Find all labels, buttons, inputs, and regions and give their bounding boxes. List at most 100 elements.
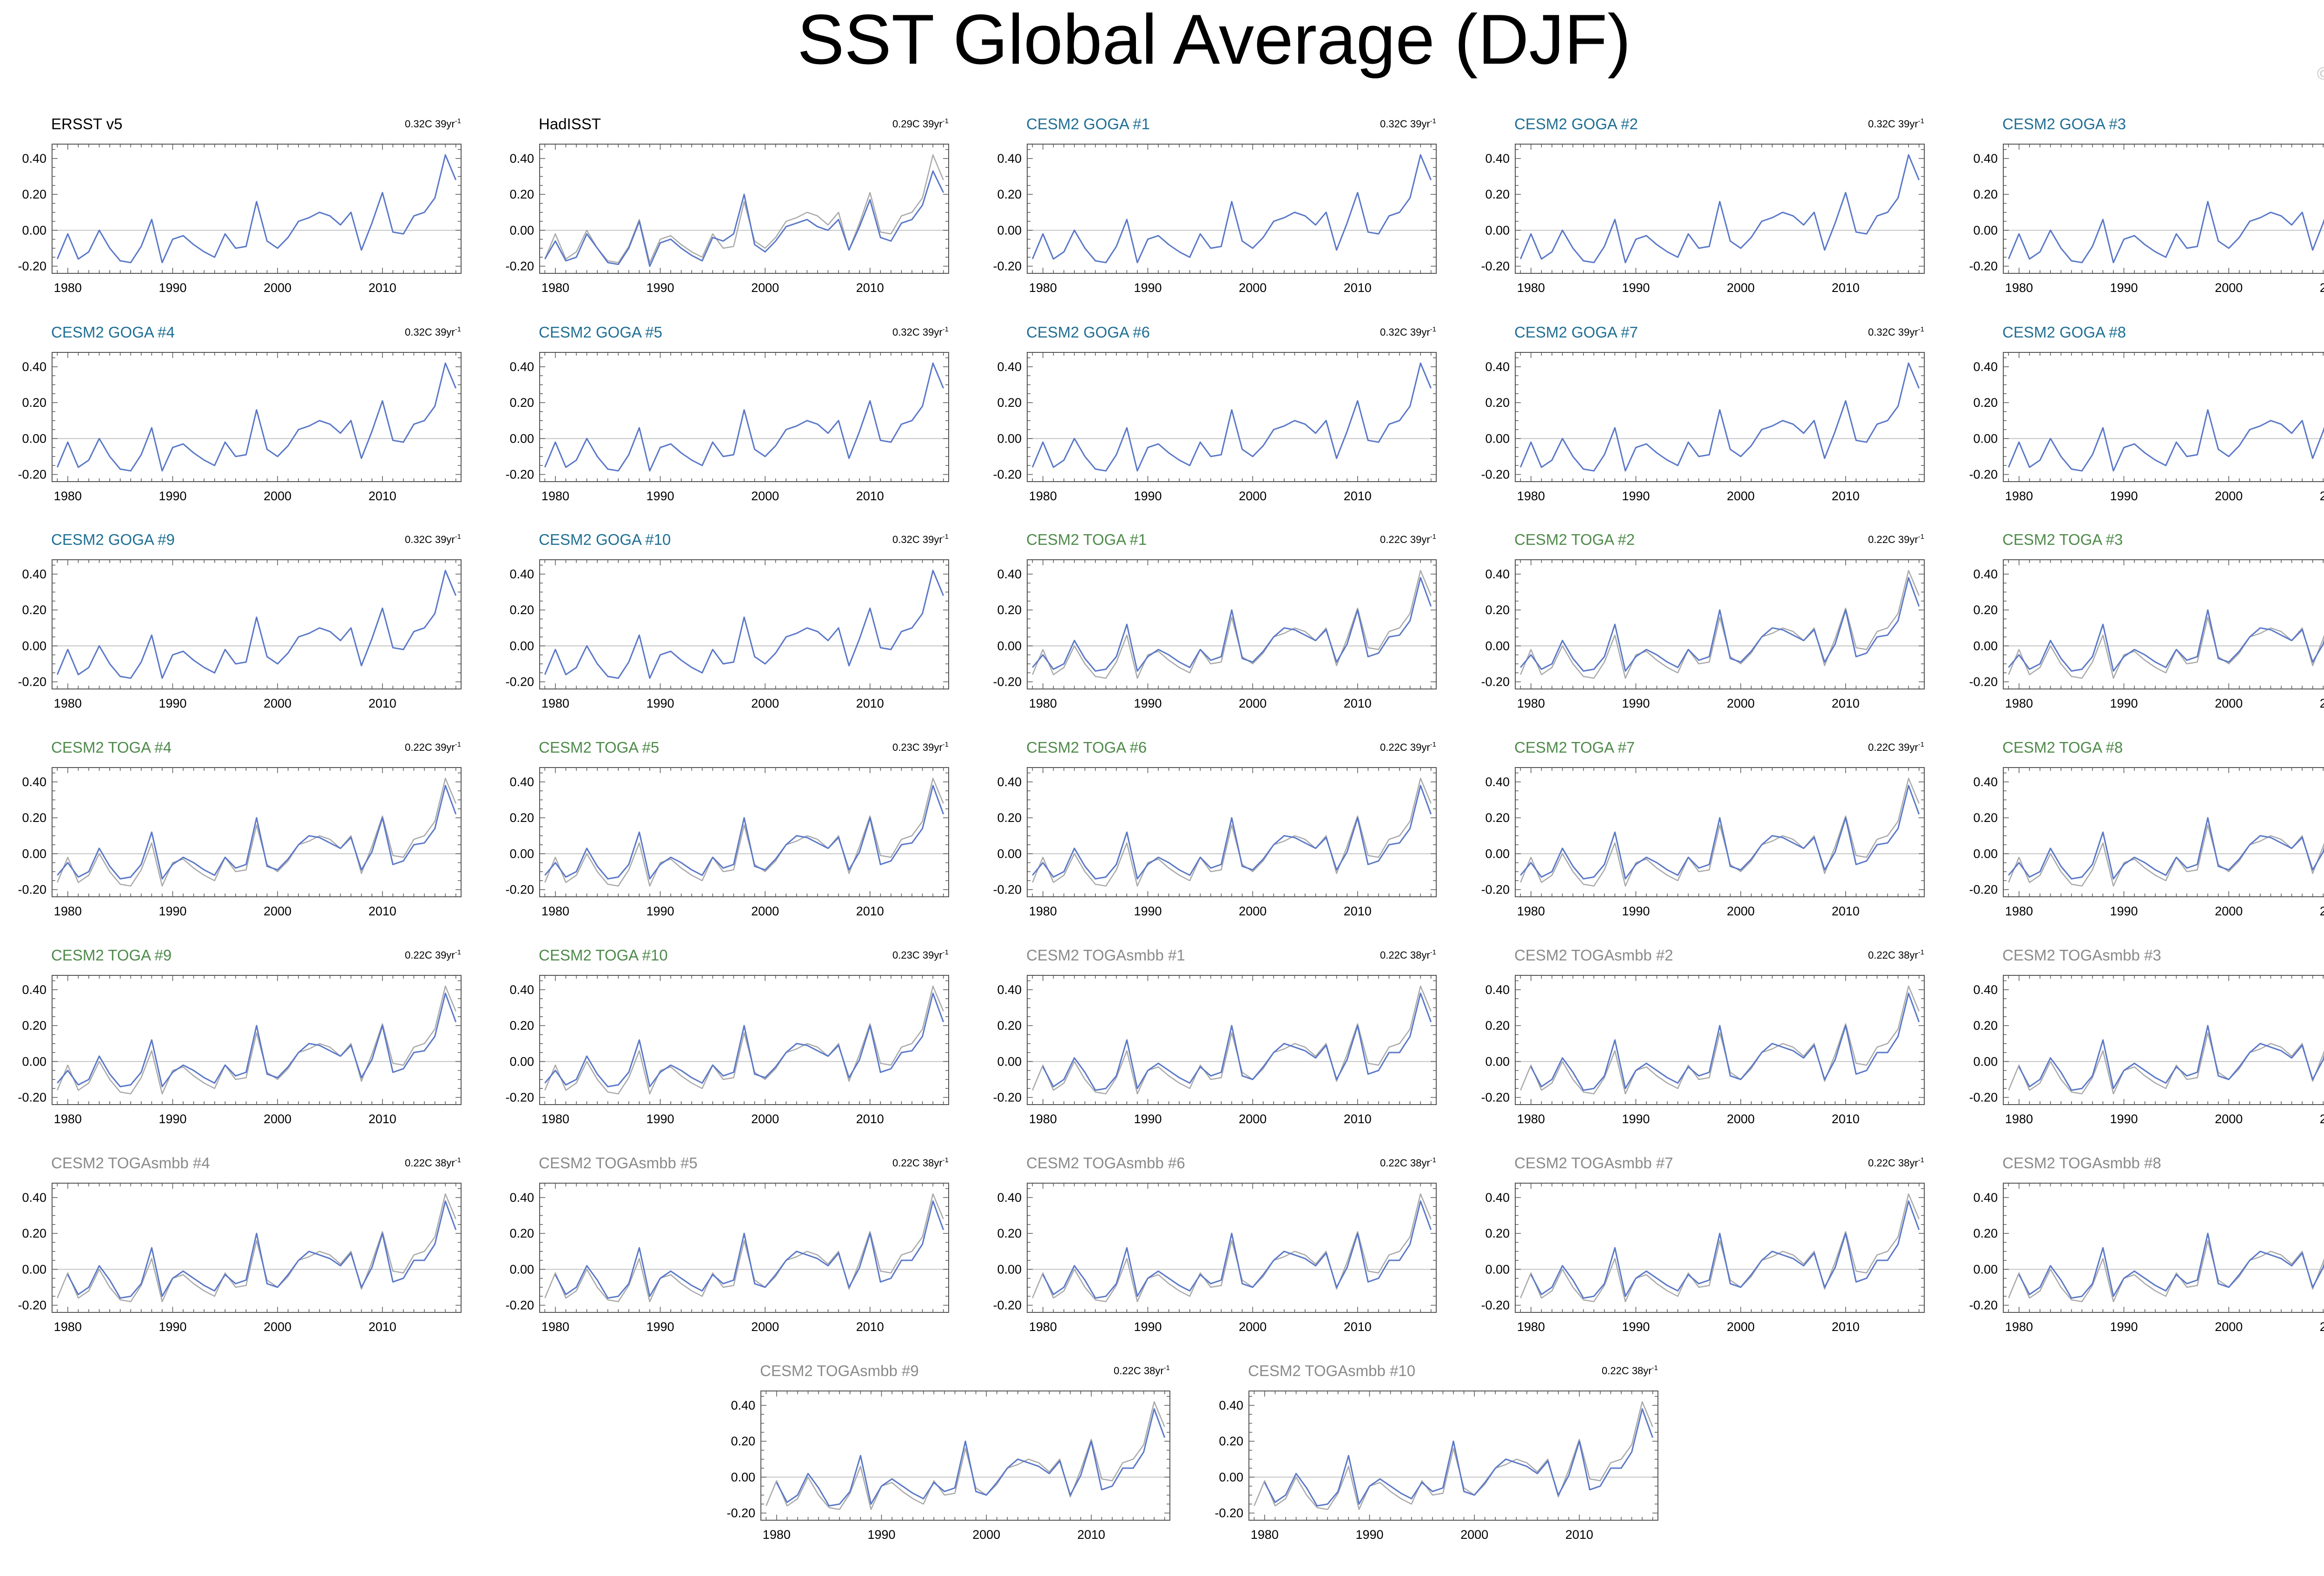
x-tick-label: 1990 bbox=[646, 281, 674, 295]
series-line-model bbox=[1032, 785, 1432, 880]
y-tick-label: 0.40 bbox=[509, 360, 534, 374]
axes-frame bbox=[52, 352, 462, 482]
series-line-obs bbox=[1032, 777, 1432, 887]
y-tick-label: 0.00 bbox=[509, 847, 534, 861]
x-tick-label: 2000 bbox=[1239, 489, 1267, 503]
axes-frame bbox=[52, 1183, 462, 1313]
panel-title: CESM2 GOGA #6 bbox=[1026, 324, 1150, 341]
x-tick-label: 1980 bbox=[2005, 904, 2033, 918]
chart-panel: ERSST v5 0.32C 39yr-1 0.40 0.20 0.00 -0.20 198… bbox=[9, 115, 465, 295]
axes-frame bbox=[2003, 975, 2324, 1105]
series-line-model bbox=[67, 1200, 457, 1299]
series-line-model bbox=[1031, 362, 1432, 472]
panel-title: CESM2 TOGAsmbb #6 bbox=[1026, 1154, 1185, 1172]
x-tick-label: 2000 bbox=[264, 696, 291, 710]
series-line-model bbox=[544, 362, 944, 472]
x-tick-label: 1990 bbox=[1622, 696, 1650, 710]
y-tick-label: -0.20 bbox=[1481, 1298, 1510, 1312]
chart-panel: CESM2 TOGAsmbb #80.22C 38yr-10.400.200.0… bbox=[1961, 1154, 2324, 1334]
line-chart: 0.40 0.20 0.00 -0.20 1980 1990 2000 2010 bbox=[18, 767, 462, 918]
panel-trend-label: 0.22C 39yr-1 bbox=[405, 948, 461, 961]
x-tick-label: 1990 bbox=[646, 696, 674, 710]
axes-frame bbox=[52, 767, 462, 897]
line-chart: 0.40 0.20 0.00 -0.20 1980 1990 2000 2010 bbox=[505, 352, 949, 503]
series-line-obs bbox=[544, 985, 944, 1095]
y-tick-label: 0.20 bbox=[997, 187, 1022, 201]
y-tick-label: 0.00 bbox=[1973, 223, 1998, 237]
series-line-model bbox=[57, 993, 457, 1087]
y-tick-label: 0.00 bbox=[509, 1054, 534, 1068]
y-tick-label: 0.00 bbox=[1973, 1262, 1998, 1276]
x-tick-label: 2000 bbox=[1727, 281, 1755, 295]
x-tick-label: 2010 bbox=[1344, 904, 1372, 918]
panel-title: CESM2 TOGA #1 bbox=[1026, 531, 1147, 548]
line-chart: 0.40 0.20 0.00 -0.20 1980 1990 2000 2010 bbox=[1481, 352, 1925, 503]
x-tick-label: 1980 bbox=[541, 1320, 569, 1334]
y-tick-label: 0.00 bbox=[731, 1470, 755, 1484]
x-tick-label: 1990 bbox=[158, 1320, 186, 1334]
y-tick-label: 0.40 bbox=[1973, 983, 1998, 997]
y-tick-label: 0.00 bbox=[509, 1262, 534, 1276]
y-tick-label: 0.40 bbox=[509, 983, 534, 997]
trend-value: 0.32C 39yr bbox=[405, 326, 455, 338]
line-chart: 0.40 0.20 0.00 -0.20 1980 1990 2000 2010 bbox=[1481, 975, 1925, 1126]
panel-title: CESM2 GOGA #2 bbox=[1514, 115, 1638, 132]
x-tick-label: 2000 bbox=[1239, 696, 1267, 710]
x-tick-label: 2010 bbox=[2320, 1112, 2324, 1126]
axes-frame bbox=[1515, 1183, 1925, 1313]
y-tick-label: -0.20 bbox=[1969, 1091, 1998, 1105]
trend-exponent: -1 bbox=[1430, 948, 1436, 956]
x-tick-label: 2010 bbox=[369, 281, 396, 295]
trend-exponent: -1 bbox=[455, 1156, 461, 1164]
panel-title: CESM2 TOGAsmbb #8 bbox=[2002, 1154, 2161, 1172]
line-chart: 0.40 0.20 0.00 -0.20 1980 1990 2000 2010 bbox=[993, 144, 1437, 295]
panel-trend-label: 0.22C 38yr-1 bbox=[1114, 1364, 1170, 1377]
line-chart: 0.40 0.20 0.00 -0.20 1980 1990 2000 2010 bbox=[18, 1183, 462, 1334]
line-chart: 0.40 0.20 0.00 -0.20 1980 1990 2000 2010 bbox=[18, 352, 462, 503]
panel-title: CESM2 TOGA #10 bbox=[539, 947, 668, 964]
trend-exponent: -1 bbox=[1918, 1156, 1924, 1164]
y-tick-label: 0.00 bbox=[1973, 847, 1998, 861]
y-tick-label: 0.40 bbox=[509, 567, 534, 581]
x-tick-label: 2010 bbox=[369, 696, 396, 710]
x-tick-label: 1980 bbox=[541, 696, 569, 710]
x-tick-label: 1990 bbox=[2110, 489, 2138, 503]
series-line-obs bbox=[57, 985, 456, 1095]
series-line-model bbox=[1042, 1200, 1432, 1299]
x-tick-label: 1980 bbox=[1517, 696, 1545, 710]
trend-exponent: -1 bbox=[1918, 741, 1924, 748]
trend-exponent: -1 bbox=[455, 948, 461, 956]
panel-title: CESM2 TOGAsmbb #4 bbox=[51, 1154, 210, 1172]
y-tick-label: 0.40 bbox=[997, 775, 1022, 789]
y-tick-label: -0.20 bbox=[18, 1091, 46, 1105]
y-tick-label: -0.20 bbox=[1969, 468, 1998, 482]
axes-frame bbox=[1515, 975, 1925, 1105]
x-tick-label: 1990 bbox=[158, 1112, 186, 1126]
series-line-model bbox=[2007, 409, 2324, 472]
line-chart: 0.40 0.20 0.00 -0.20 1980 1990 2000 2010 bbox=[505, 767, 949, 918]
x-tick-label: 1980 bbox=[1029, 696, 1057, 710]
series-line-model bbox=[56, 569, 457, 679]
x-tick-label: 2010 bbox=[856, 489, 884, 503]
series-line-obs bbox=[57, 777, 456, 887]
trend-value: 0.22C 39yr bbox=[405, 742, 455, 753]
y-tick-label: 0.20 bbox=[509, 603, 534, 617]
axes-frame bbox=[2003, 559, 2324, 689]
y-tick-label: -0.20 bbox=[1969, 1298, 1998, 1312]
y-tick-label: 0.00 bbox=[1485, 223, 1510, 237]
panel-trend-label: 0.22C 39yr-1 bbox=[1380, 533, 1436, 546]
x-tick-label: 1980 bbox=[1517, 1112, 1545, 1126]
x-tick-label: 1980 bbox=[2005, 1112, 2033, 1126]
y-tick-label: 0.20 bbox=[22, 811, 46, 825]
y-tick-label: -0.20 bbox=[1481, 259, 1510, 273]
chart-panel: CESM2 GOGA #2 0.32C 39yr-1 0.40 0.20 0.00 -0.… bbox=[1472, 115, 1928, 295]
axes-frame bbox=[760, 1391, 1170, 1521]
chart-panel: CESM2 TOGA #5 0.23C 39yr-1 0.40 0.20 0.00 -0.… bbox=[497, 739, 952, 918]
x-tick-label: 1980 bbox=[1517, 1320, 1545, 1334]
panel-title: CESM2 TOGAsmbb #1 bbox=[1026, 947, 1185, 964]
axes-frame bbox=[1027, 767, 1437, 897]
y-tick-label: 0.40 bbox=[1973, 567, 1998, 581]
x-tick-label: 2010 bbox=[2320, 489, 2324, 503]
axes-frame bbox=[539, 352, 949, 482]
x-tick-label: 2000 bbox=[751, 904, 779, 918]
